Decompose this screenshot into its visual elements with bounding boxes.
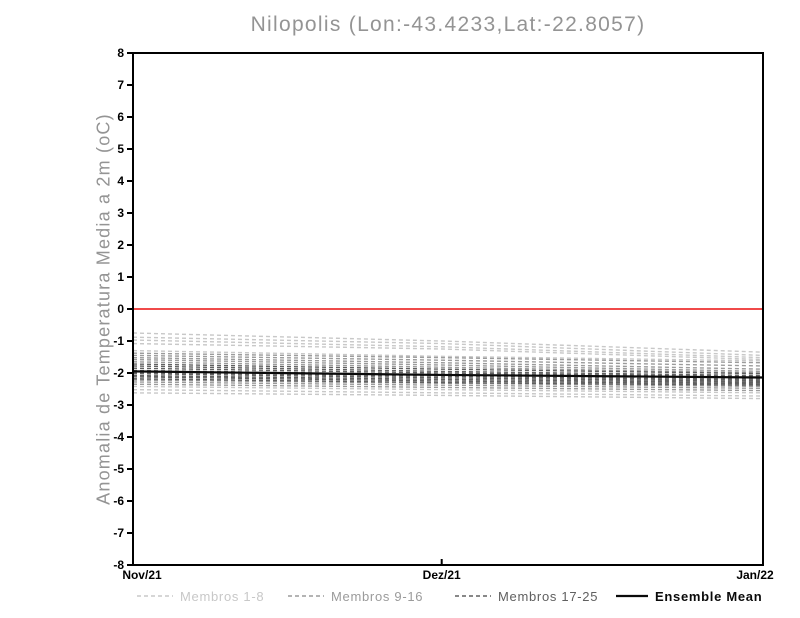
legend-item-membros-1-8: Membros 1-8 — [137, 586, 264, 606]
x-tick-label: Nov/21 — [122, 568, 162, 582]
series-member-19 — [132, 367, 764, 378]
dashed-line-icon — [288, 595, 324, 597]
y-tick-label: 1 — [117, 270, 124, 284]
legend-item-ensemble-mean: Ensemble Mean — [616, 586, 762, 606]
series-member-2 — [132, 336, 764, 357]
series-member-17 — [132, 363, 764, 375]
series-member-21 — [132, 371, 764, 381]
y-tick-label: -2 — [113, 366, 124, 380]
y-tick-label: -7 — [113, 526, 124, 540]
y-tick-label: 5 — [117, 142, 124, 156]
y-tick-label: 0 — [117, 302, 124, 316]
y-tick-label: -4 — [113, 430, 124, 444]
series-member-24 — [132, 376, 764, 385]
dashed-line-icon — [455, 595, 491, 597]
y-tick-label: 8 — [117, 46, 124, 60]
series-member-12 — [132, 358, 764, 373]
legend-label: Membros 17-25 — [498, 588, 599, 604]
series-member-25 — [132, 378, 764, 386]
series-member-3 — [132, 339, 764, 359]
series-member-14 — [132, 383, 764, 392]
series-member-9 — [132, 352, 764, 364]
y-tick-label: 6 — [117, 110, 124, 124]
legend-label: Ensemble Mean — [655, 588, 763, 604]
y-tick-label: 2 — [117, 238, 124, 252]
legend-item-membros-17-25: Membros 17-25 — [455, 586, 598, 606]
y-tick-label: -5 — [113, 462, 124, 476]
series-member-1 — [132, 332, 764, 353]
y-tick-label: 4 — [117, 174, 124, 188]
y-tick-label: -8 — [113, 558, 124, 572]
series-member-8 — [132, 349, 764, 362]
series-member-22 — [132, 372, 764, 383]
series-member-18 — [132, 365, 764, 377]
solid-line-icon — [616, 594, 648, 598]
y-tick-label: 3 — [117, 206, 124, 220]
legend-label: Membros 9-16 — [331, 588, 424, 604]
y-tick-label: 7 — [117, 78, 124, 92]
legend-label: Membros 1-8 — [180, 588, 265, 604]
legend-item-membros-9-16: Membros 9-16 — [288, 586, 423, 606]
y-tick-label: -6 — [113, 494, 124, 508]
y-tick-label: -1 — [113, 334, 124, 348]
chart-title: Nilopolis (Lon:-43.4233,Lat:-22.8057) — [250, 13, 646, 36]
series-member-6 — [132, 388, 764, 397]
series-ensemble-mean — [132, 370, 764, 379]
series-member-5 — [132, 385, 764, 394]
series-member-23 — [132, 374, 764, 384]
series-member-11 — [132, 356, 764, 370]
dashed-line-icon — [137, 595, 173, 597]
series-member-10 — [132, 354, 764, 367]
legend: Membros 1-8 Membros 9-16 Membros 17-25 E… — [0, 586, 800, 608]
series-member-7 — [132, 392, 764, 400]
y-tick-label: -3 — [113, 398, 124, 412]
x-tick-label: Dez/21 — [423, 568, 461, 582]
series-member-4 — [132, 342, 764, 361]
series-member-13 — [132, 381, 764, 390]
x-tick-label: Jan/22 — [736, 568, 774, 582]
series-member-15 — [132, 361, 764, 374]
